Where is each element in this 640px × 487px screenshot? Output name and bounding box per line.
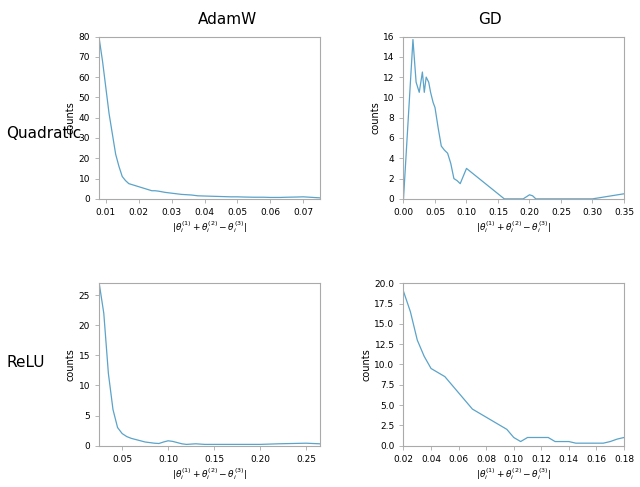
Text: Quadratic: Quadratic xyxy=(6,127,82,141)
Text: GD: GD xyxy=(478,12,501,27)
Y-axis label: counts: counts xyxy=(362,348,372,381)
X-axis label: $|\theta_i^{(1)} + \theta_i^{(2)} - \theta_i^{(3)}|$: $|\theta_i^{(1)} + \theta_i^{(2)} - \the… xyxy=(476,220,551,235)
Text: ReLU: ReLU xyxy=(6,356,45,370)
Y-axis label: counts: counts xyxy=(370,101,380,134)
X-axis label: $|\theta_i^{(1)} + \theta_i^{(2)} - \theta_i^{(3)}|$: $|\theta_i^{(1)} + \theta_i^{(2)} - \the… xyxy=(172,220,247,235)
X-axis label: $|\theta_i^{(1)} + \theta_i^{(2)} - \theta_i^{(3)}|$: $|\theta_i^{(1)} + \theta_i^{(2)} - \the… xyxy=(476,467,551,482)
Y-axis label: counts: counts xyxy=(66,348,76,381)
Y-axis label: counts: counts xyxy=(66,101,76,134)
X-axis label: $|\theta_i^{(1)} + \theta_i^{(2)} - \theta_i^{(3)}|$: $|\theta_i^{(1)} + \theta_i^{(2)} - \the… xyxy=(172,467,247,482)
Text: AdamW: AdamW xyxy=(198,12,257,27)
